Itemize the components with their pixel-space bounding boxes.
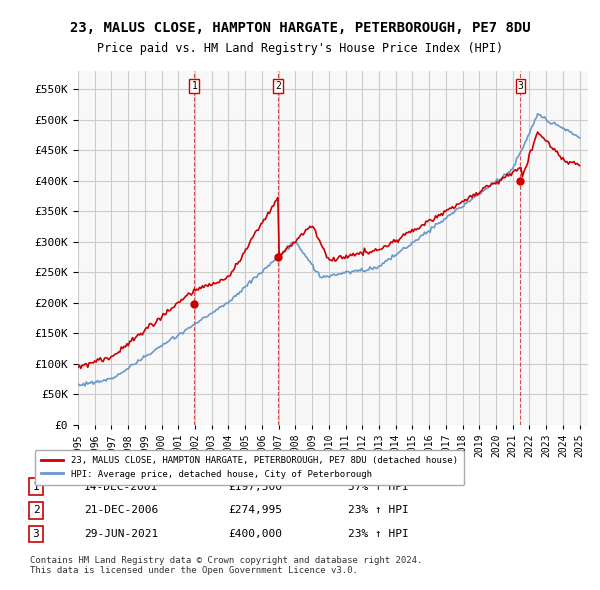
Text: 3: 3 <box>32 529 40 539</box>
Text: Price paid vs. HM Land Registry's House Price Index (HPI): Price paid vs. HM Land Registry's House … <box>97 42 503 55</box>
Text: 21-DEC-2006: 21-DEC-2006 <box>84 506 158 515</box>
Text: 57% ↑ HPI: 57% ↑ HPI <box>348 482 409 491</box>
Text: 29-JUN-2021: 29-JUN-2021 <box>84 529 158 539</box>
Text: 23% ↑ HPI: 23% ↑ HPI <box>348 529 409 539</box>
Text: £400,000: £400,000 <box>228 529 282 539</box>
Text: 2: 2 <box>275 81 281 91</box>
Text: 23% ↑ HPI: 23% ↑ HPI <box>348 506 409 515</box>
Text: £274,995: £274,995 <box>228 506 282 515</box>
Legend: 23, MALUS CLOSE, HAMPTON HARGATE, PETERBOROUGH, PE7 8DU (detached house), HPI: A: 23, MALUS CLOSE, HAMPTON HARGATE, PETERB… <box>35 450 464 486</box>
Text: 2: 2 <box>32 506 40 515</box>
Text: Contains HM Land Registry data © Crown copyright and database right 2024.
This d: Contains HM Land Registry data © Crown c… <box>30 556 422 575</box>
Text: 14-DEC-2001: 14-DEC-2001 <box>84 482 158 491</box>
Text: 3: 3 <box>517 81 523 91</box>
Text: 1: 1 <box>32 482 40 491</box>
Text: £197,500: £197,500 <box>228 482 282 491</box>
Text: 1: 1 <box>191 81 197 91</box>
Text: 23, MALUS CLOSE, HAMPTON HARGATE, PETERBOROUGH, PE7 8DU: 23, MALUS CLOSE, HAMPTON HARGATE, PETERB… <box>70 21 530 35</box>
